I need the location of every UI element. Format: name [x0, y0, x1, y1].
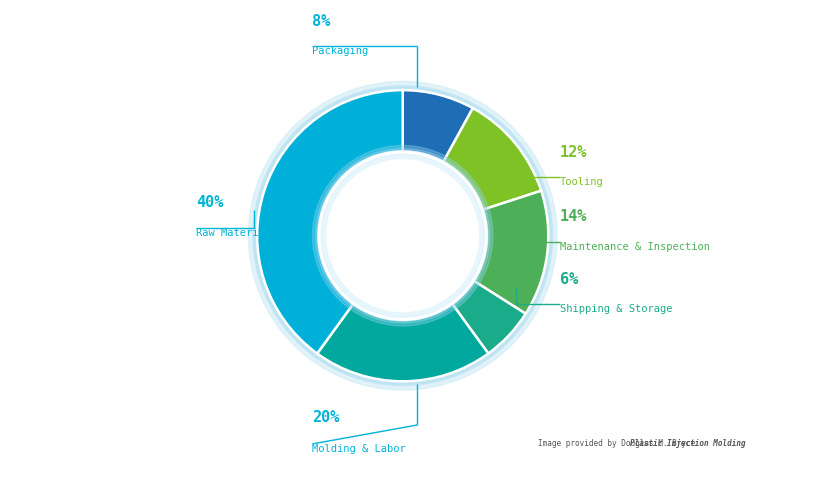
Text: Shipping & Storage: Shipping & Storage [559, 304, 672, 314]
Circle shape [252, 86, 552, 386]
Text: Molding & Labor: Molding & Labor [312, 444, 405, 454]
Text: Image provided by Douglas M. Bryce: Image provided by Douglas M. Bryce [537, 439, 699, 449]
Text: 14%: 14% [559, 209, 586, 224]
Text: 8%: 8% [312, 14, 330, 29]
Text: Maintenance & Inspection: Maintenance & Inspection [559, 242, 709, 252]
Wedge shape [443, 108, 541, 209]
Text: Plastic Injection Molding: Plastic Injection Molding [629, 439, 744, 449]
Wedge shape [473, 191, 548, 314]
Circle shape [321, 154, 484, 317]
Text: 40%: 40% [196, 194, 223, 209]
Wedge shape [402, 90, 473, 162]
Circle shape [318, 151, 486, 320]
Circle shape [248, 81, 556, 390]
Text: Tooling: Tooling [559, 177, 603, 188]
Text: Raw Material: Raw Material [196, 228, 270, 239]
Circle shape [312, 145, 492, 326]
Text: 20%: 20% [312, 410, 339, 425]
Circle shape [254, 87, 550, 384]
Wedge shape [257, 90, 402, 353]
Text: 6%: 6% [559, 272, 577, 287]
Circle shape [327, 160, 477, 312]
Wedge shape [452, 281, 525, 353]
Text: 12%: 12% [559, 145, 586, 160]
Circle shape [315, 148, 490, 323]
Wedge shape [317, 304, 487, 382]
Text: Packaging: Packaging [312, 47, 369, 56]
